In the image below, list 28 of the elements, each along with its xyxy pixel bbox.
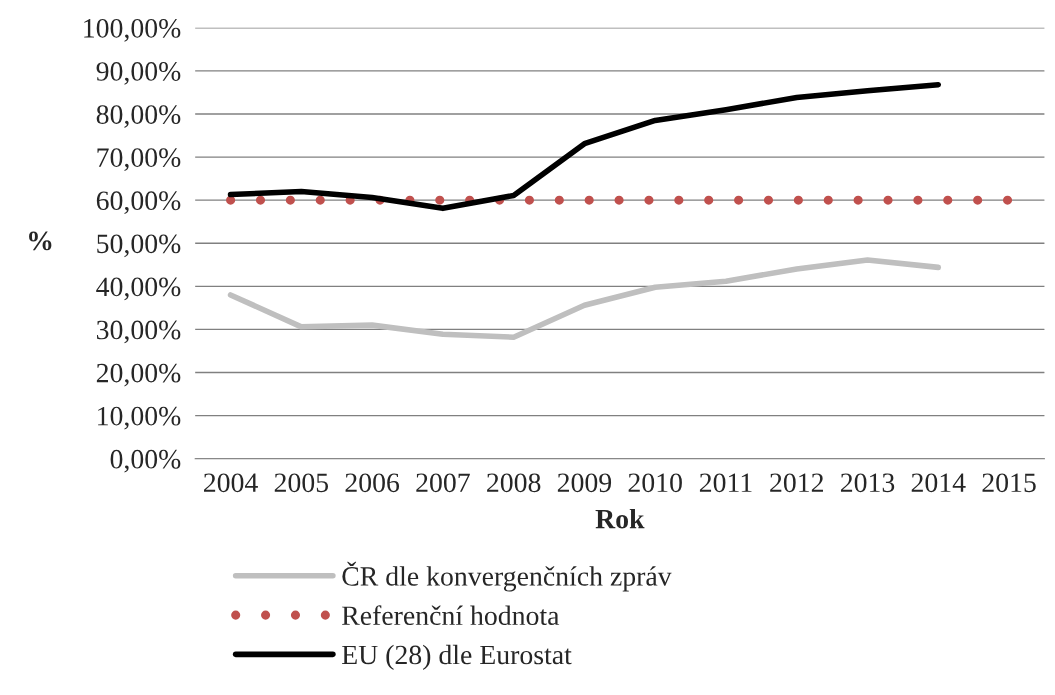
x-tick-label: 2006 — [345, 473, 400, 493]
y-axis-title: % — [29, 231, 52, 251]
y-tick-label: 60,00% — [96, 191, 181, 215]
x-tick-label: 2012 — [770, 473, 823, 493]
x-tick-label: 2010 — [628, 473, 682, 493]
x-tick-label: 2015 — [982, 473, 1036, 493]
y-tick-label: 80,00% — [96, 105, 181, 128]
y-tick-label: 0,00% — [110, 449, 181, 473]
x-tick-label: 2009 — [557, 473, 612, 493]
x-axis-title: Rok — [595, 508, 645, 529]
legend-label: EU (28) dle Eurostat — [342, 644, 572, 670]
x-tick-label: 2011 — [699, 473, 752, 493]
y-tick-label: 70,00% — [97, 148, 181, 171]
y-tick-label: 40,00% — [96, 277, 181, 301]
x-tick-label: 2007 — [416, 473, 470, 493]
x-tick-label: 2004 — [204, 473, 258, 493]
y-tick-label: 10,00% — [98, 406, 181, 430]
x-tick-label: 2008 — [487, 473, 541, 493]
x-tick-label: 2014 — [911, 473, 966, 493]
legend-label: ČR dle konvergenčních zpráv — [342, 561, 672, 592]
y-tick-label: 30,00% — [96, 320, 181, 344]
x-tick-label: 2013 — [840, 473, 895, 493]
y-tick-label: 20,00% — [96, 363, 181, 387]
y-tick-label: 90,00% — [96, 62, 181, 85]
y-tick-label: 100,00% — [84, 18, 181, 42]
x-tick-label: 2005 — [274, 473, 329, 493]
y-tick-label: 50,00% — [97, 234, 181, 258]
legend-label: Referenční hodnota — [342, 605, 560, 626]
